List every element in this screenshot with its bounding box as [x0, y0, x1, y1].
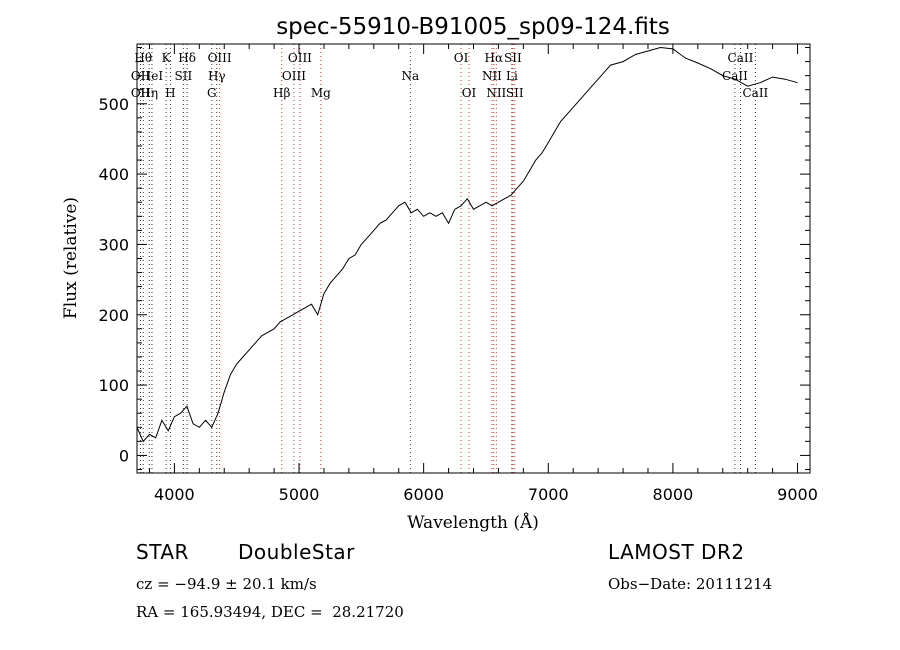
spectral-line-label: Na [401, 69, 419, 83]
spectral-line-label: CaII [722, 69, 748, 83]
spectral-line-labels: HθOIIOIIHηHeIKHSIIHδGHγOIIIHβOIIIOIIIMgN… [131, 51, 769, 100]
spectrum-chart: spec-55910-B91005_sp09-124.fits HθOIIOII… [61, 14, 818, 533]
spectral-line-label: NII [482, 69, 502, 83]
y-tick-label: 200 [98, 306, 129, 325]
spectral-line-label: SII [504, 51, 522, 65]
coordinates: RA = 165.93494, DEC = 28.21720 [136, 603, 404, 621]
x-tick-label: 6000 [403, 485, 444, 504]
y-axis-label: Flux (relative) [61, 197, 81, 319]
spectral-line-label: SII [175, 69, 193, 83]
spectral-line-label: Hγ [208, 69, 226, 83]
spectral-line-label: Hδ [178, 51, 196, 65]
spectral-line-label: K [162, 51, 172, 65]
spectral-line-label: Mg [311, 86, 331, 100]
spectral-line-label: HeI [141, 69, 164, 83]
redshift-velocity: cz = −94.9 ± 20.1 km/s [136, 575, 317, 593]
y-tick-label: 0 [119, 446, 129, 465]
y-tick-label: 500 [98, 95, 129, 114]
spectral-line-markers [139, 44, 756, 473]
plot-frame [136, 43, 811, 474]
spectral-line-label: Hβ [273, 86, 290, 100]
spectral-line-label: OIII [282, 69, 306, 83]
y-tick-label: 100 [98, 376, 129, 395]
y-axis-ticks: 0 100 200 300 400 500 [98, 47, 810, 470]
survey-name: LAMOST DR2 [608, 540, 745, 564]
object-class: STAR [136, 540, 189, 564]
spectral-line-label: Hη [140, 86, 158, 100]
x-axis-label: Wavelength (Å) [407, 512, 539, 533]
spectral-line-label: CaII [742, 86, 768, 100]
object-subclass: DoubleStar [238, 540, 355, 564]
x-axis-ticks: 4000 5000 6000 7000 8000 9000 [148, 44, 818, 504]
y-tick-label: 400 [98, 165, 129, 184]
x-tick-label: 7000 [528, 485, 569, 504]
spectral-line-label: OIII [288, 51, 312, 65]
x-tick-label: 4000 [154, 485, 195, 504]
spectral-line-label: OI [454, 51, 469, 65]
spectral-line-label: OII [131, 86, 151, 100]
spectrum-line [136, 46, 798, 443]
spectral-line-label: H [165, 86, 175, 100]
spectral-line-label: OI [462, 86, 477, 100]
spectral-line-label: NII [486, 86, 506, 100]
spectral-line-label: G [207, 86, 217, 100]
chart-title: spec-55910-B91005_sp09-124.fits [276, 14, 670, 40]
x-tick-label: 5000 [279, 485, 320, 504]
spectral-line-label: OIII [208, 51, 232, 65]
x-tick-label: 9000 [777, 485, 818, 504]
spectral-line-label: Li [506, 69, 518, 83]
x-tick-label: 8000 [653, 485, 694, 504]
y-tick-label: 300 [98, 235, 129, 254]
spectral-line-label: Hα [485, 51, 504, 65]
spectral-line-label: CaII [728, 51, 754, 65]
observation-date: Obs−Date: 20111214 [608, 575, 773, 593]
spectral-line-label: SII [506, 86, 524, 100]
